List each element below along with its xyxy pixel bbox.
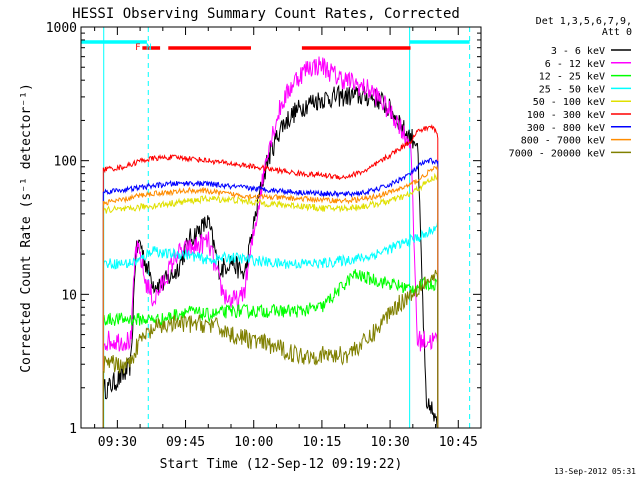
series-line-3	[102, 219, 439, 428]
legend-header-1: Att 0	[602, 27, 632, 38]
x-tick-label-3: 10:15	[302, 435, 341, 450]
legend-header-0: Det 1,3,5,6,7,9,	[536, 16, 632, 27]
y-axis: 1 10 100 1000	[46, 21, 481, 437]
legend-label-2: 12 - 25 keV	[539, 72, 605, 83]
x-tick-label-0: 09:30	[98, 435, 137, 450]
state-marker-n: N	[146, 43, 151, 53]
legend-label-8: 7000 - 20000 keV	[509, 148, 605, 159]
state-marker-f: F	[135, 43, 140, 53]
generation-timestamp: 13-Sep-2012 05:31	[554, 467, 636, 476]
x-tick-label-4: 10:30	[371, 435, 410, 450]
x-axis: 09:30 09:45 10:00 10:15 10:30 10:45	[94, 27, 478, 450]
chart-title: HESSI Observing Summary Count Rates, Cor…	[72, 6, 460, 22]
series-line-8	[102, 269, 439, 428]
series-line-0	[102, 84, 439, 428]
series-line-4	[102, 172, 439, 428]
legend-label-3: 25 - 50 keV	[539, 84, 605, 95]
series-line-7	[102, 164, 439, 428]
legend-label-6: 300 - 800 keV	[527, 123, 605, 134]
series-line-6	[102, 157, 439, 428]
x-tick-label-2: 10:00	[234, 435, 273, 450]
legend-label-1: 6 - 12 keV	[545, 59, 605, 70]
x-tick-label-1: 09:45	[166, 435, 205, 450]
y-tick-label-0: 1	[69, 422, 77, 437]
x-axis-label: Start Time (12-Sep-12 09:19:22)	[160, 457, 403, 472]
y-tick-label-3: 1000	[46, 21, 77, 36]
y-tick-label-1: 10	[61, 288, 77, 303]
legend-label-7: 800 - 7000 keV	[521, 136, 605, 147]
legend: Det 1,3,5,6,7,9,Att 0 3 - 6 keV 6 - 12 keV…	[509, 16, 632, 159]
legend-label-5: 100 - 300 keV	[527, 110, 605, 121]
series-line-5	[102, 124, 439, 428]
series-line-1	[102, 56, 439, 428]
legend-label-0: 3 - 6 keV	[551, 46, 605, 57]
legend-label-4: 50 - 100 keV	[533, 97, 605, 108]
plot-frame	[80, 26, 482, 429]
y-tick-label-2: 100	[54, 155, 77, 170]
x-tick-label-5: 10:45	[439, 435, 478, 450]
y-axis-label: Corrected Count Rate (s⁻¹ detector⁻¹)	[19, 83, 34, 373]
